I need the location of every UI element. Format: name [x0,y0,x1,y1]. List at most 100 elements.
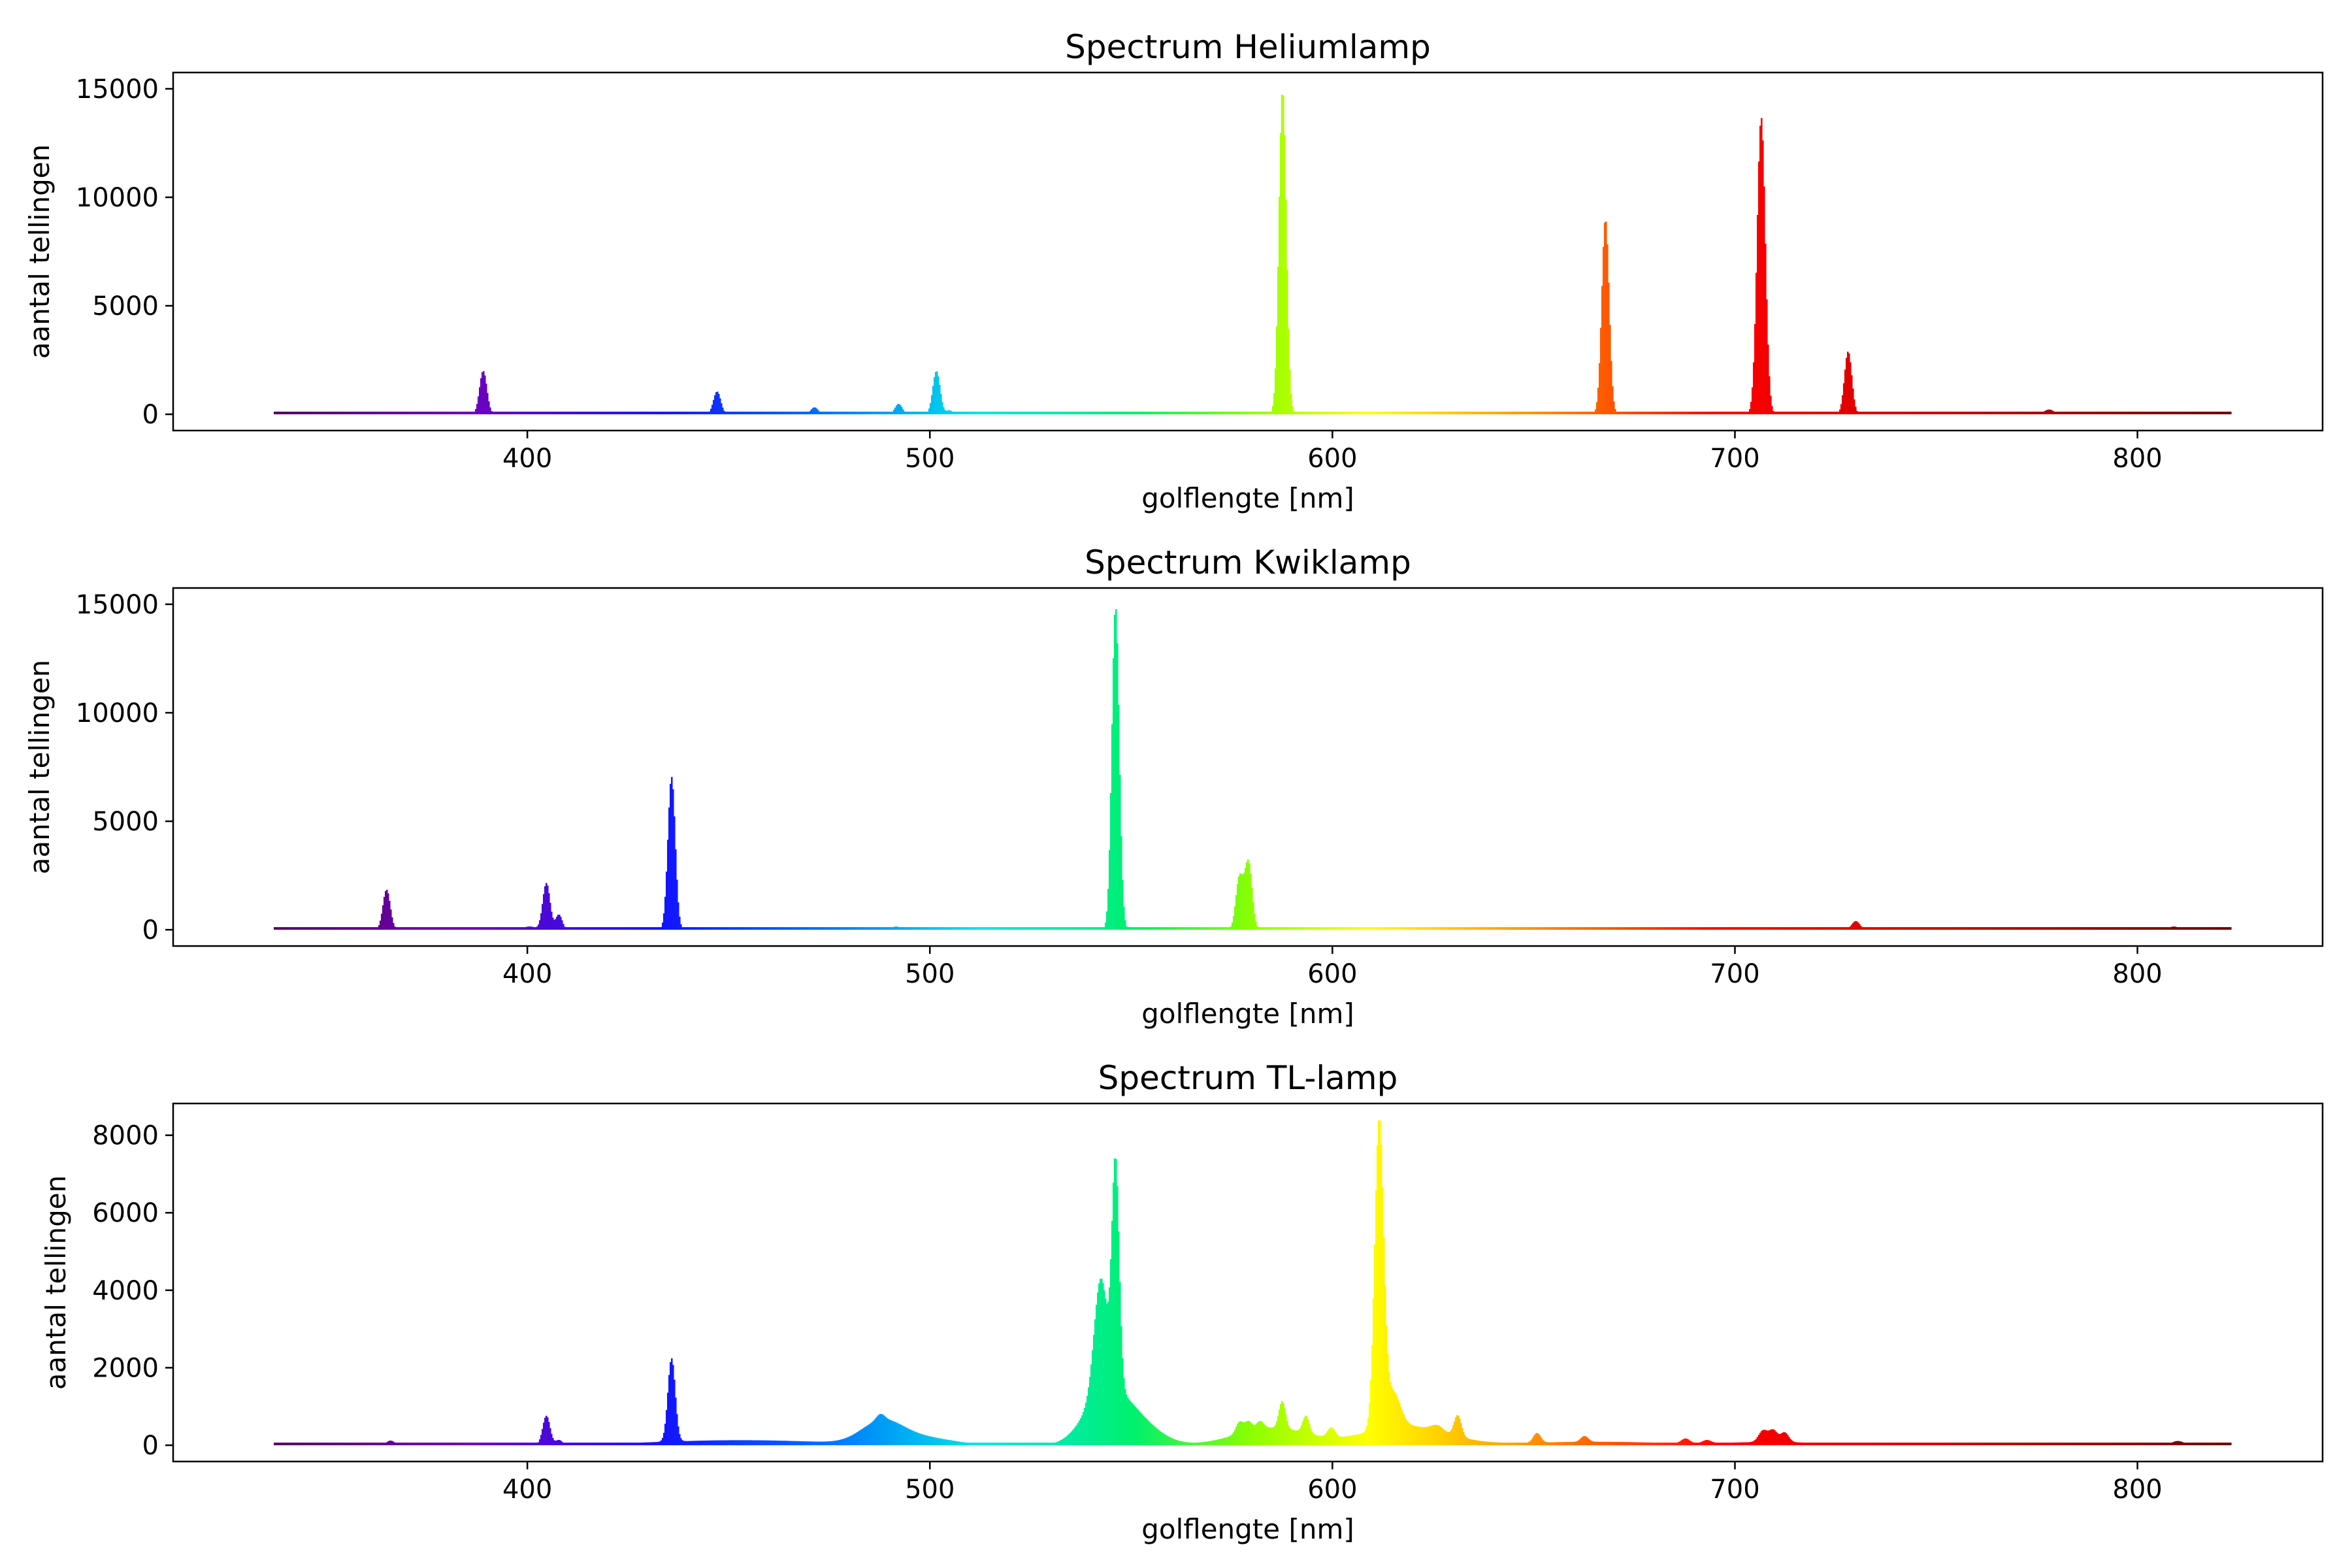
spectrum-slice [1826,412,1828,415]
spectrum-slice [1384,412,1386,415]
spectrum-slice [1328,1429,1330,1446]
spectrum-slice [1132,1404,1134,1446]
spectrum-slice [1313,1433,1315,1446]
spectrum-slice [777,412,779,415]
spectrum-slice [1476,927,1478,930]
spectrum-slice [1613,1441,1615,1446]
spectrum-slice [1275,368,1277,415]
spectrum-slice [1263,412,1265,415]
spectrum-slice [1354,1435,1356,1445]
spectrum-slice [2046,1443,2048,1446]
spectrum-slice [615,927,617,930]
spectrum-slice [482,1443,483,1446]
spectrum-slice [911,927,913,930]
spectrum-slice [700,927,702,930]
spectrum-slice [1731,1443,1733,1446]
spectrum-slice [1774,412,1776,415]
spectrum-slice [1003,927,1005,930]
spectrum-slice [1188,927,1190,930]
spectrum-slice [1344,412,1346,415]
spectrum-slice [918,927,920,930]
spectrum-slice [945,1439,947,1446]
spectrum-slice [1658,927,1659,930]
spectrum-slice [309,412,311,415]
spectrum-slice [2192,412,2194,415]
spectrum-slice [1561,412,1563,415]
spectrum-slice [1045,412,1047,415]
spectrum-slice [410,927,412,930]
spectrum-slice [1484,1441,1486,1446]
spectrum-slice [333,412,335,415]
spectrum-slice [945,410,947,415]
spectrum-slice [1184,927,1186,930]
spectrum-slice [1109,1287,1111,1446]
spectrum-slice [821,412,823,415]
spectrum-slice [1857,412,1859,415]
spectrum-slice [1511,927,1513,930]
spectrum-slice [612,1443,614,1446]
spectrum-slice [407,927,409,930]
spectrum-slice [431,1443,433,1446]
spectrum-slice [753,1440,755,1446]
spectrum-slice [346,927,348,930]
spectrum-slice [1316,927,1318,930]
spectrum-slice [458,927,460,930]
spectrum-slice [275,927,277,930]
spectrum-slice [342,412,344,415]
spectrum-slice [2047,410,2049,415]
spectrum-slice [1380,927,1382,930]
spectrum-slice [1292,1429,1294,1446]
spectrum-slice [2125,412,2127,415]
spectrum-slice [1254,1425,1256,1446]
spectrum-slice [1612,1441,1614,1446]
spectrum-slice [512,927,514,930]
spectrum-slice [679,412,681,415]
spectrum-slice [1486,412,1488,415]
spectrum-slice [904,927,906,930]
spectrum-slice [403,412,405,415]
spectrum-slice [972,1443,973,1446]
spectrum-slice [1761,927,1763,930]
spectrum-slice [981,1443,983,1446]
spectrum-slice [1579,927,1581,930]
spectrum-slice [590,412,592,415]
spectrum-slice [1378,1120,1380,1446]
spectrum-slice [1878,1443,1880,1446]
spectrum-slice [896,926,898,930]
spectrum-slice [455,1443,457,1446]
spectrum-slice [1656,412,1658,415]
spectrum-slice [1005,927,1007,930]
spectrum-slice [1756,1439,1757,1446]
spectrum-slice [1218,412,1220,415]
spectrum-slice [1107,412,1109,415]
spectrum-slice [1314,1434,1316,1446]
spectrum-slice [1339,927,1341,930]
spectrum-slice [1149,927,1151,930]
spectrum-slice [330,412,332,415]
spectrum-slice [1247,412,1249,415]
spectrum-slice [1241,874,1243,930]
spectrum-slice [2031,1443,2033,1446]
spectrum-slice [1658,412,1659,415]
spectrum-slice [566,412,568,415]
spectrum-slice [1390,927,1392,930]
spectrum-slice [2172,926,2174,930]
spectrum-slice [1013,1443,1015,1446]
spectrum-slice [2078,927,2080,930]
spectrum-slice [1260,1421,1262,1446]
spectrum-slice [2085,412,2087,415]
spectrum-slice [2033,412,2034,415]
spectrum-slice [727,927,729,930]
spectrum-slice [1894,412,1896,415]
spectrum-slice [645,1442,647,1446]
spectrum-slice [1382,1186,1384,1446]
spectrum-slice [2213,412,2215,415]
spectrum-slice [2006,1443,2008,1446]
spectrum-slice [785,412,787,415]
spectrum-slice [879,1414,881,1446]
spectrum-slice [663,412,665,415]
spectrum-slice [381,913,383,930]
spectrum-slice [2063,412,2065,415]
spectrum-slice [1430,412,1432,415]
spectrum-slice [1482,927,1484,930]
